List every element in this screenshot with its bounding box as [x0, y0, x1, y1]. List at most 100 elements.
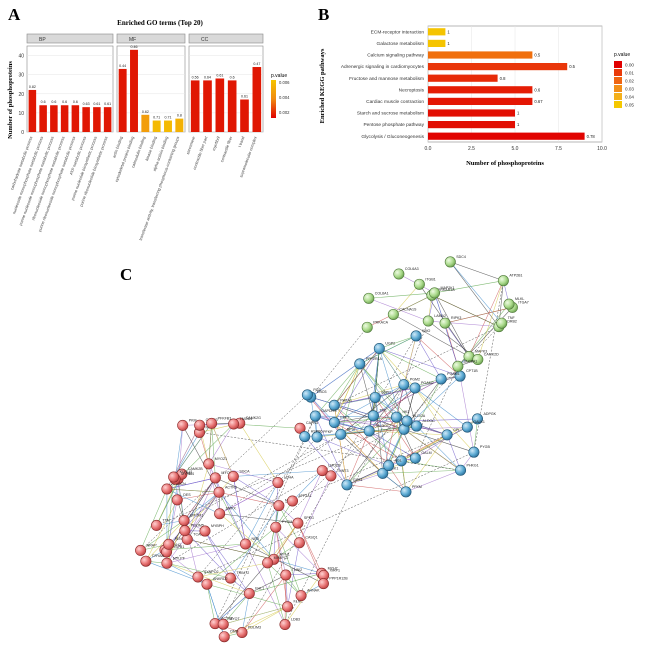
kegg-legend-swatch: [614, 101, 622, 108]
network-edge-dashed: [275, 387, 416, 528]
network-node-label: SYNPO2: [204, 570, 219, 574]
network-edge-blue: [379, 348, 442, 380]
network-edge-dashed: [199, 432, 461, 471]
network-node-red: [179, 525, 191, 537]
network-edge-dashed: [284, 384, 405, 625]
network-edge-dashed: [140, 394, 308, 551]
network-edge-red: [233, 476, 246, 545]
go-bar-chart: Enriched GO terms (Top 20) Number of pho…: [7, 19, 290, 241]
network-edge-blue: [416, 425, 461, 471]
go-legend: p.value 0.006 0.004 0.002: [271, 73, 290, 118]
network-node-label: MAPK3: [475, 349, 487, 353]
go-bar-value-label: 0.6: [51, 100, 56, 104]
network-node-label: TCAP: [193, 532, 203, 536]
network-edge-red: [241, 606, 288, 633]
network-node-blue: [363, 425, 375, 437]
go-bar-value-label: 0.56: [192, 75, 199, 79]
network-edge-red: [218, 492, 246, 545]
network-node-label: UGP2: [385, 342, 395, 346]
network-edge-blue: [379, 348, 461, 377]
go-bar-value-label: 0.61: [93, 102, 100, 106]
network-edge-blue: [415, 335, 461, 377]
network-edge-blue: [334, 363, 360, 406]
network-edge-red: [219, 513, 274, 560]
kegg-legend-tick: 0.05: [625, 103, 634, 108]
network-node-label: PLN: [175, 537, 182, 541]
network-edge-red: [206, 526, 276, 585]
network-edge-red: [285, 573, 322, 576]
network-node-label: ATP2A1: [298, 494, 311, 498]
network-node-blue: [354, 358, 366, 370]
network-edge-blue: [415, 335, 442, 380]
network-edge-blue: [315, 415, 370, 432]
network-edge-blue: [416, 378, 442, 427]
network-node-label: ADPGK: [484, 412, 497, 416]
network-node-label: G6PD: [381, 390, 391, 394]
network-edge-blue: [340, 420, 408, 435]
go-bar: [130, 49, 138, 133]
network-edge-red: [177, 491, 220, 501]
go-bar-value-label: 0.71: [153, 116, 160, 120]
network-node-red: [135, 544, 147, 556]
kegg-legend-tick: 0.02: [625, 79, 634, 84]
network-node-red: [240, 538, 252, 550]
go-bar: [118, 68, 127, 132]
network-node-red: [294, 422, 306, 434]
network-edge-green: [434, 292, 459, 367]
network-edge-blue: [369, 430, 416, 459]
go-facet-strip: [188, 33, 264, 44]
kegg-bar: [428, 28, 446, 36]
network-edge-red: [275, 527, 302, 596]
network-node-label: CPT1B: [466, 369, 478, 373]
network-node-red: [203, 458, 215, 470]
network-edge-red: [223, 593, 250, 625]
go-bar-value-label: 0.63: [83, 102, 90, 106]
kegg-legend-swatch: [614, 93, 622, 100]
network-edge-blue: [405, 434, 448, 493]
kegg-x-tick-label: 2.5: [468, 146, 475, 152]
network-node-red: [272, 477, 284, 489]
network-edge-red: [166, 477, 216, 490]
network-node-label: ENO3: [317, 390, 327, 394]
network-edge-dashed: [278, 434, 448, 506]
kegg-legend-title: p.value: [614, 52, 630, 58]
go-facet-panel: [116, 45, 186, 133]
network-edge-blue: [346, 417, 397, 485]
network-node-blue: [411, 420, 423, 432]
network-edge-blue: [346, 484, 406, 493]
go-facet-label-cc: CC: [201, 37, 209, 43]
network-node-label: FLNC: [294, 600, 304, 604]
go-x-tick-label: I band: [237, 136, 246, 148]
network-edge-red: [215, 477, 280, 506]
network-edge-red: [204, 530, 231, 579]
network-edge-blue: [403, 335, 417, 385]
network-edge-red: [233, 470, 323, 477]
network-node-label: PGD: [313, 388, 321, 392]
network-node-label: LMOD2: [328, 464, 340, 468]
network-edge-blue: [414, 387, 448, 436]
network-edge-red: [249, 574, 286, 594]
network-edge-red: [166, 492, 220, 564]
network-node-blue: [468, 446, 480, 458]
go-facet-strip: [26, 33, 114, 44]
network-node-label: PGAM1: [447, 372, 460, 376]
network-edge-blue: [310, 396, 342, 435]
network-edge-red: [208, 423, 212, 464]
network-edge-red: [218, 492, 275, 560]
network-edge-red: [241, 574, 287, 633]
network-node-green: [429, 287, 441, 299]
network-edge-red: [273, 523, 299, 560]
network-node-label: PFKFB3: [218, 416, 232, 420]
network-edge-red: [197, 562, 268, 578]
go-bar: [152, 120, 161, 132]
kegg-bar-value-label: 0.78: [587, 134, 596, 139]
network-node-green: [363, 292, 375, 304]
network-edge-dashed: [403, 320, 429, 385]
network-edge-dashed: [219, 434, 341, 514]
network-edge-blue: [369, 430, 402, 462]
network-edge-blue: [396, 384, 405, 418]
kegg-y-tick-label: Starch and sucrose metabolism: [357, 111, 424, 117]
network-edge-green: [434, 292, 470, 357]
network-edge-blue: [359, 335, 417, 365]
network-edge-blue: [374, 397, 389, 466]
